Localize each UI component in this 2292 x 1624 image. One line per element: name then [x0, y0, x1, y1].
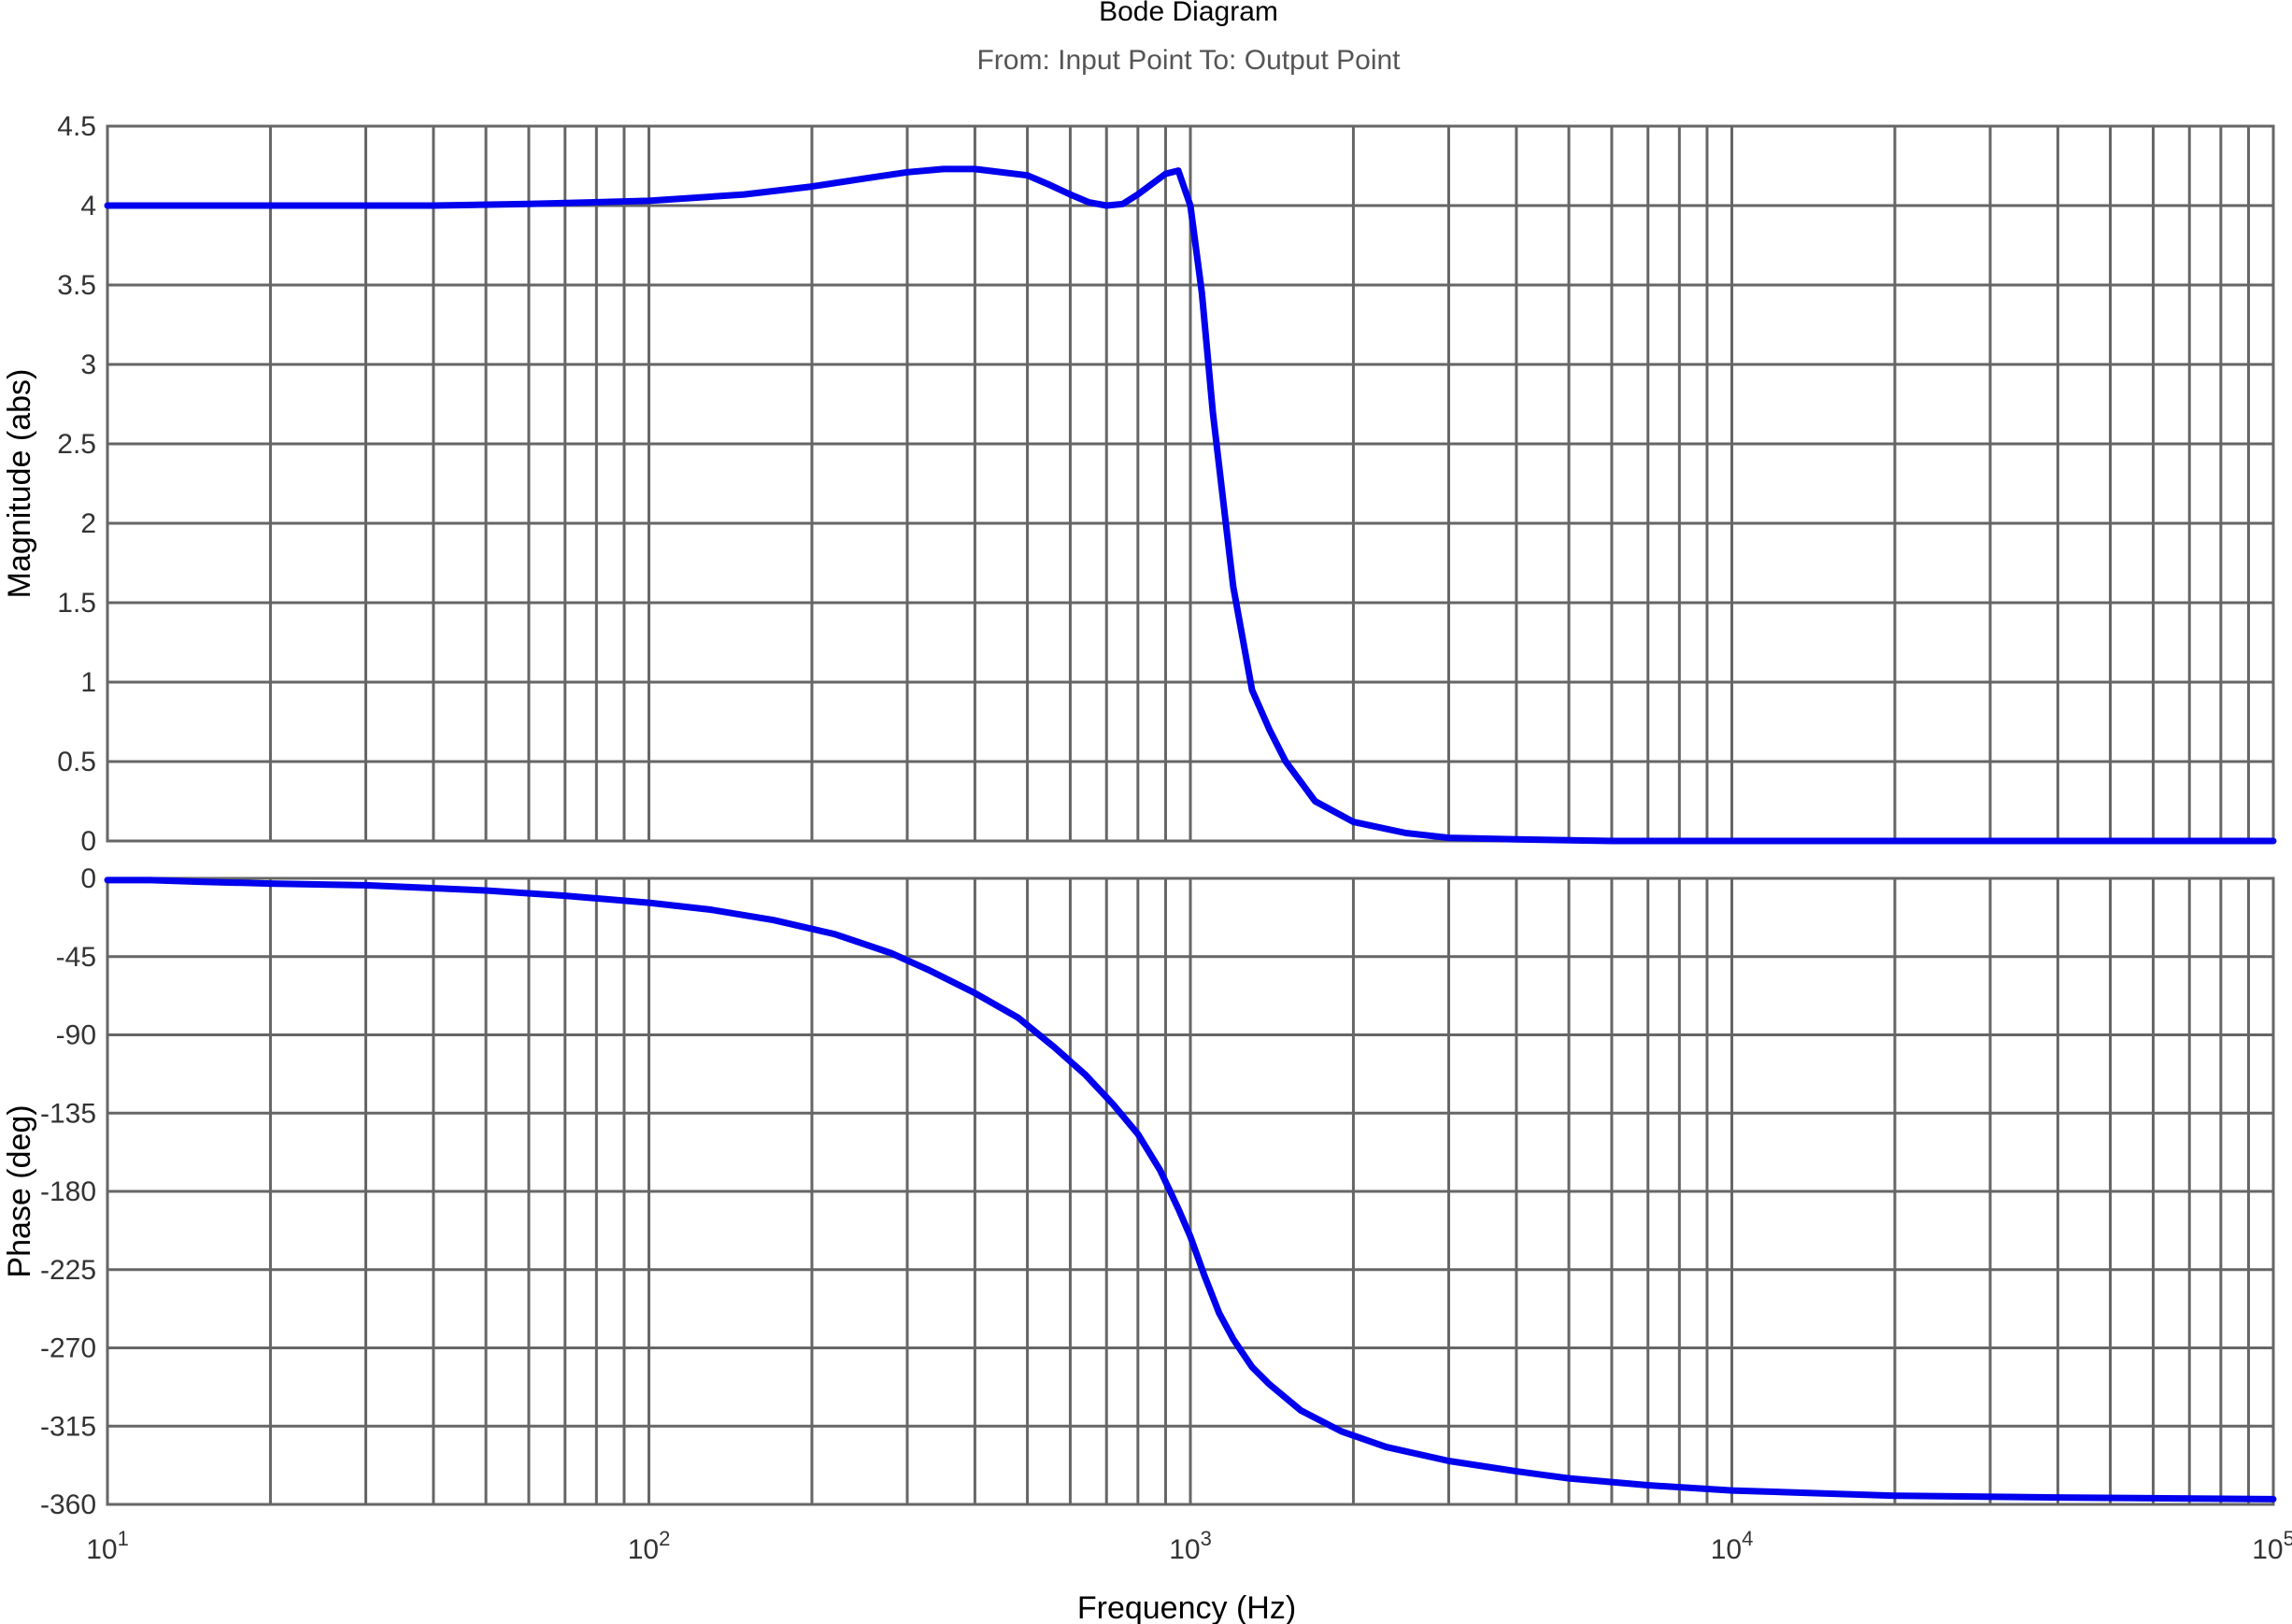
frequency-x-ticks: 101 102 103 104 105: [86, 1527, 2292, 1565]
magnitude-series-line: [104, 165, 2277, 845]
phase-y-tick-label: 0: [80, 863, 96, 894]
phase-y-tick-label: -315: [40, 1411, 96, 1442]
magnitude-y-tick-label: 1.5: [57, 588, 96, 619]
x-tick-label: 103: [1169, 1527, 1212, 1565]
chart-title: Bode Diagram: [1099, 0, 1278, 27]
phase-plot-frame: [106, 876, 2275, 1506]
phase-y-tick-label: -225: [40, 1255, 96, 1286]
magnitude-panel: 4.5 4 3.5 3 2.5 2 1.5 1 0.5 0 Magnitude (abs): [2, 111, 2277, 857]
phase-y-tick-label: -90: [56, 1020, 96, 1051]
magnitude-gridlines: [106, 124, 2273, 843]
x-tick-label: 105: [2252, 1527, 2292, 1565]
phase-y-axis-label: Phase (deg): [2, 1104, 37, 1277]
phase-y-tick-label: -270: [40, 1333, 96, 1364]
phase-y-ticks: 0 -45 -90 -135 -180 -225 -270 -315 -360: [40, 863, 96, 1520]
magnitude-y-tick-label: 4.5: [57, 111, 96, 142]
phase-y-tick-label: -45: [56, 942, 96, 973]
phase-gridlines: [106, 876, 2273, 1506]
phase-y-tick-label: -135: [40, 1098, 96, 1129]
x-tick-label: 104: [1711, 1527, 1754, 1565]
x-tick-label: 102: [628, 1527, 671, 1565]
magnitude-y-tick-label: 0: [80, 826, 96, 857]
magnitude-y-tick-label: 3.5: [57, 270, 96, 301]
phase-y-tick-label: -180: [40, 1176, 96, 1207]
phase-panel: 0 -45 -90 -135 -180 -225 -270 -315 -360 Phase (d…: [2, 863, 2277, 1520]
phase-series-line: [104, 876, 2277, 1503]
chart-subtitle: From: Input Point To: Output Point: [976, 45, 1401, 76]
magnitude-y-tick-label: 2: [80, 508, 96, 539]
magnitude-y-ticks: 4.5 4 3.5 3 2.5 2 1.5 1 0.5 0: [57, 111, 96, 857]
magnitude-y-tick-label: 2.5: [57, 429, 96, 460]
magnitude-plot-frame: [106, 124, 2275, 843]
magnitude-y-tick-label: 1: [80, 667, 96, 698]
phase-y-tick-label: -360: [40, 1489, 96, 1520]
magnitude-y-tick-label: 0.5: [57, 747, 96, 777]
magnitude-y-tick-label: 4: [80, 191, 96, 221]
magnitude-y-axis-label: Magnitude (abs): [2, 369, 37, 599]
magnitude-y-tick-label: 3: [80, 349, 96, 380]
x-axis-label: Frequency (Hz): [1077, 1590, 1296, 1624]
x-tick-label: 101: [86, 1527, 129, 1565]
